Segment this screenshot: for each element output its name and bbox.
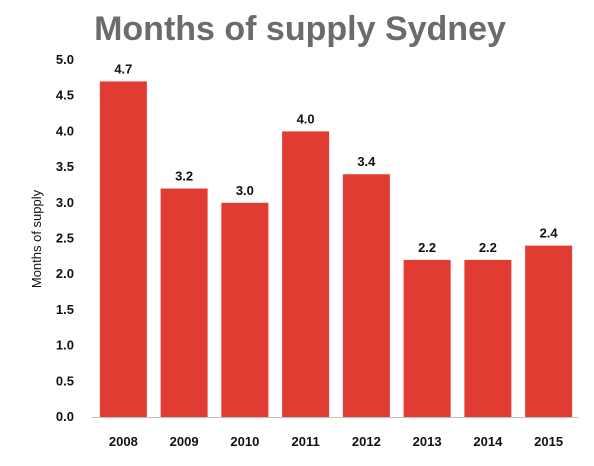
y-tick-label: 5.0 [56,52,74,67]
data-label-2012: 3.4 [357,154,376,169]
data-label-2010: 3.0 [236,183,254,198]
x-axis-ticks: 2008 2009 2010 2011 2012 2013 2014 2015 [109,434,563,449]
x-tick-label-2015: 2015 [534,434,563,449]
y-tick-label: 2.5 [56,231,74,246]
y-tick-label: 2.0 [56,266,74,281]
x-tick-label-2011: 2011 [292,434,320,449]
y-tick-label: 3.0 [56,195,74,210]
bar-2011 [282,131,330,417]
chart-title: Months of supply Sydney [94,10,506,48]
data-labels-group: 4.7 3.2 3.0 4.0 3.4 2.2 2.2 2.4 [114,61,558,255]
y-tick-label: 1.5 [56,302,74,317]
bar-2013 [403,259,451,417]
data-label-2011: 4.0 [297,111,315,126]
y-tick-label: 0.0 [56,409,74,424]
y-tick-label: 1.0 [56,338,74,353]
bars-group [99,81,573,418]
x-tick-label-2009: 2009 [170,434,199,449]
y-tick-label: 3.5 [56,159,74,174]
bar-2008 [99,81,147,418]
data-label-2009: 3.2 [175,169,193,184]
bar-2010 [221,202,269,417]
data-label-2013: 2.2 [418,240,436,255]
x-tick-label-2012: 2012 [352,434,381,449]
y-tick-label: 0.5 [56,373,74,388]
bar-2012 [342,174,390,417]
data-label-2014: 2.2 [479,240,497,255]
x-tick-label-2008: 2008 [109,434,138,449]
x-tick-label-2013: 2013 [413,434,442,449]
y-axis-ticks: 0.0 0.5 1.0 1.5 2.0 2.5 3.0 3.5 4.0 4.5 5.0 [56,52,74,424]
x-tick-label-2014: 2014 [473,434,503,449]
x-tick-label-2010: 2010 [230,434,259,449]
y-tick-label: 4.0 [56,123,74,138]
y-tick-label: 4.5 [56,88,74,103]
data-label-2008: 4.7 [114,61,132,76]
y-axis-label: Months of supply [29,189,44,288]
bar-2014 [464,259,512,417]
data-label-2015: 2.4 [540,226,559,241]
bar-2009 [160,188,208,417]
bar-2015 [525,245,573,417]
